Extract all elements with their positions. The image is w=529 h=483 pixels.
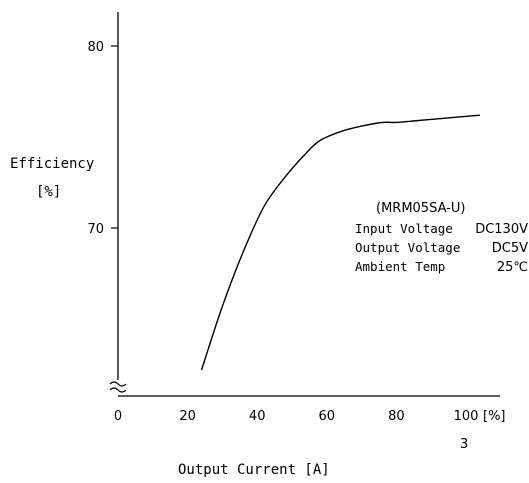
annotation-input-voltage-value: DC130V xyxy=(475,222,528,237)
annotation-ambient-temp-value: 25℃ xyxy=(497,260,528,275)
annotation-output-voltage-label: Output Voltage xyxy=(355,240,460,255)
x-tick-label: 20 xyxy=(179,409,196,424)
x-axis-label: Output Current [A] xyxy=(178,462,330,478)
y-axis-label: Efficiency xyxy=(10,156,94,172)
annotation-ambient-temp-label: Ambient Temp xyxy=(355,259,445,274)
axis-break-marks xyxy=(109,381,127,393)
annotation-output-voltage-value: DC5V xyxy=(492,241,528,256)
x-tick-label: 60 xyxy=(319,409,336,424)
x-tick-label: 40 xyxy=(249,409,266,424)
x-tick-label: 80 xyxy=(388,409,405,424)
x-axis-unit: [%] xyxy=(483,409,506,424)
y-tick-label: 80 xyxy=(87,40,104,55)
y-axis-unit: [%] xyxy=(36,184,61,200)
x-tick-label: 0 xyxy=(114,409,122,424)
x-axis-extra-label: 3 xyxy=(460,437,468,452)
x-tick-label: 100 xyxy=(454,409,479,424)
y-tick-label: 70 xyxy=(87,222,104,237)
annotation-model: (MRM05SA-U) xyxy=(376,201,465,216)
annotation-input-voltage-label: Input Voltage xyxy=(355,221,453,236)
series-line xyxy=(200,114,480,371)
